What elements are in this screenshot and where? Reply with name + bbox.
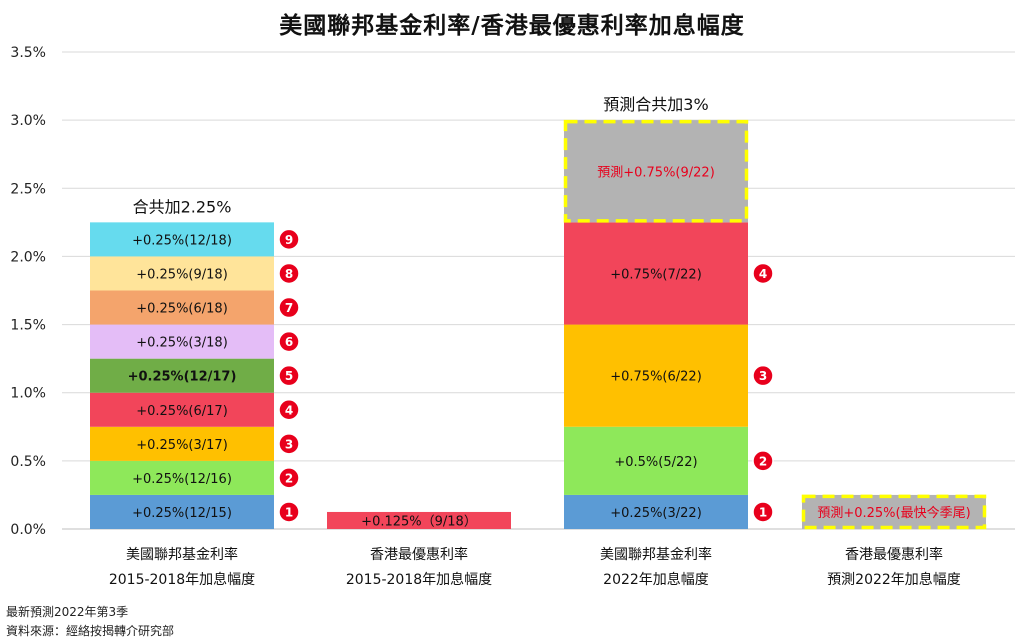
chart-title: 美國聯邦基金利率/香港最優惠利率加息幅度 (279, 13, 745, 39)
bar-segment (564, 120, 748, 223)
sequence-badge (752, 501, 774, 523)
y-tick-label: 1.0% (10, 386, 46, 402)
bar-segment (90, 494, 274, 529)
forecast-dashed-border (563, 119, 749, 223)
bar-segment (564, 426, 748, 495)
stack-total-label: 合共加2.25% (133, 197, 232, 216)
y-tick-label: 2.0% (10, 249, 46, 265)
bar-segment (90, 426, 274, 461)
sequence-badge-number: 9 (285, 233, 293, 247)
x-category-sublabel: 2015-2018年加息幅度 (346, 571, 492, 588)
sequence-badge (278, 467, 300, 489)
bar-segment (90, 290, 274, 325)
segment-label: +0.25%(6/17) (136, 404, 228, 419)
segment-label: +0.25%(12/15) (132, 506, 232, 521)
bars: +0.25%(12/15) 1 +0.25%(12/16) 2 +0.25%(3/17)… (90, 95, 987, 530)
bar-segment (90, 256, 274, 291)
sequence-badge (278, 330, 300, 353)
y-axis-ticks: 0.0% 0.5% 1.0% 1.5% 2.0% 2.5% 3.0% 3.5% (10, 45, 46, 538)
sequence-badge-number: 7 (285, 301, 293, 315)
y-tick-label: 0.0% (10, 522, 46, 538)
sequence-badge (752, 364, 774, 387)
sequence-badge (752, 262, 774, 285)
x-category-label: 香港最優惠利率 (370, 546, 468, 563)
forecast-note: 最新預測2022年第3季 (6, 605, 129, 619)
sequence-badge-number: 3 (759, 369, 767, 383)
x-axis-labels: 美國聯邦基金利率2015-2018年加息幅度香港最優惠利率2015-2018年加… (109, 546, 961, 588)
sequence-badge (278, 296, 300, 319)
bar-segment (90, 358, 274, 393)
bar-segment (327, 511, 511, 529)
forecast-dashed-border (801, 494, 987, 530)
bar-segment (564, 324, 748, 427)
sequence-badge-number: 5 (285, 369, 293, 383)
sequence-badge-number: 1 (285, 505, 293, 519)
segment-label: +0.25%(9/18) (136, 267, 228, 282)
sequence-badge-number: 4 (759, 267, 767, 281)
bar-segment (90, 324, 274, 359)
y-tick-label: 2.5% (10, 181, 46, 197)
bar-segment (90, 460, 274, 495)
segment-label: +0.5%(5/22) (614, 455, 697, 470)
y-tick-label: 1.5% (10, 318, 46, 334)
sequence-badge (278, 501, 300, 523)
sequence-badge-number: 4 (285, 403, 293, 417)
x-category-label: 美國聯邦基金利率 (126, 546, 238, 563)
segment-label: +0.25%(12/17) (128, 370, 237, 385)
y-tick-label: 0.5% (10, 454, 46, 470)
segment-label: +0.25%(6/18) (136, 302, 228, 317)
sequence-badge (278, 399, 300, 421)
segment-label: 預測+0.75%(9/22) (597, 165, 715, 180)
sequence-badge (278, 364, 300, 387)
bar-segment (564, 494, 748, 529)
bar-segment (90, 392, 274, 427)
source-note: 資料來源：經絡按揭轉介研究部 (6, 624, 175, 638)
sequence-badge-number: 2 (759, 454, 767, 468)
y-tick-label: 3.5% (10, 45, 46, 61)
segment-label: +0.25%(12/18) (132, 233, 232, 248)
sequence-badge-number: 3 (285, 437, 293, 451)
sequence-badge-number: 1 (759, 505, 767, 519)
y-tick-label: 3.0% (10, 113, 46, 129)
sequence-badge (278, 262, 300, 285)
sequence-badge-number: 6 (285, 335, 293, 349)
segment-label: +0.25%(3/17) (136, 438, 228, 453)
segment-label: +0.75%(7/22) (610, 267, 702, 282)
sequence-badge-number: 2 (285, 471, 293, 485)
x-category-sublabel: 2022年加息幅度 (603, 571, 709, 588)
x-category-label: 美國聯邦基金利率 (600, 546, 712, 563)
segment-label: +0.25%(12/16) (132, 472, 232, 487)
sequence-badge (278, 228, 300, 251)
sequence-badge (752, 450, 774, 472)
x-category-sublabel: 預測2022年加息幅度 (827, 571, 961, 588)
x-category-label: 香港最優惠利率 (845, 546, 943, 563)
stack-total-label: 預測合共加3% (603, 95, 708, 114)
segment-label: +0.25%(3/22) (610, 506, 702, 521)
bar-segment (564, 222, 748, 325)
x-category-sublabel: 2015-2018年加息幅度 (109, 571, 255, 588)
segment-label: 預測+0.25%(最快今季尾) (817, 505, 970, 521)
segment-label: +0.125%（9/18） (361, 514, 477, 529)
sequence-badge-number: 8 (285, 267, 293, 281)
segment-label: +0.25%(3/18) (136, 336, 228, 351)
bar-segment (802, 494, 986, 529)
segment-label: +0.75%(6/22) (610, 370, 702, 385)
bar-segment (90, 222, 274, 257)
sequence-badge (278, 433, 300, 455)
